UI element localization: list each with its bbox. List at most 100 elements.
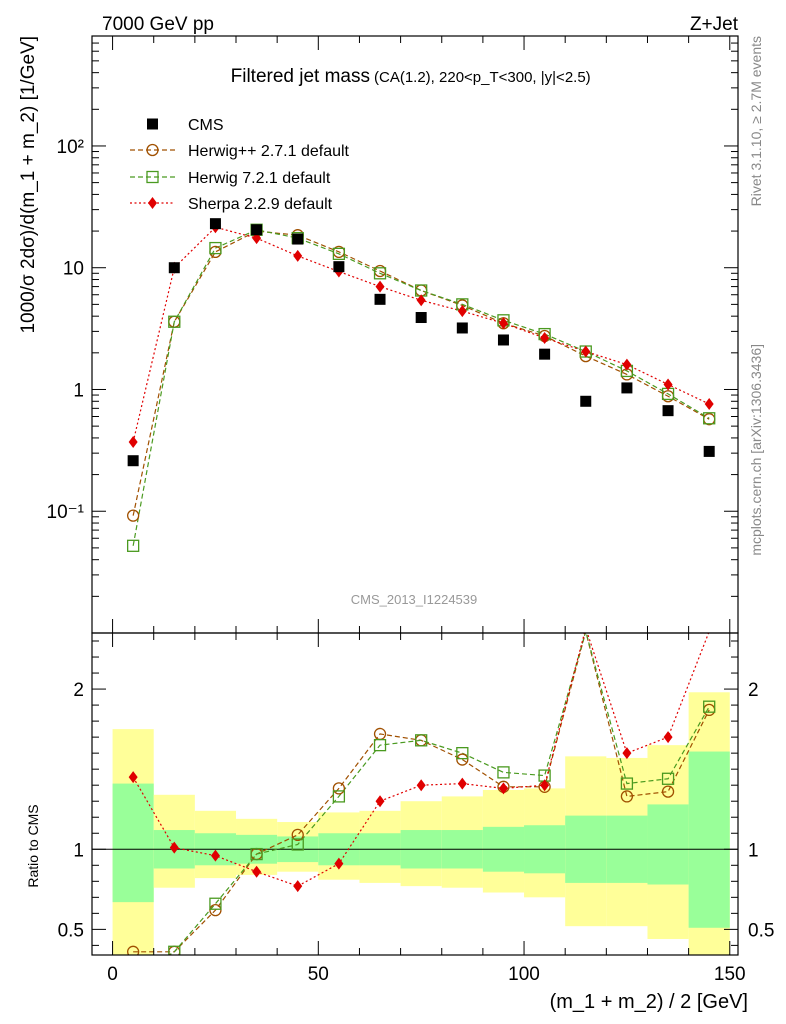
ratio-tick-label-right: 2 xyxy=(748,680,759,701)
data-point-herwig-7-2-1-default xyxy=(703,412,716,425)
ratio-tick-label: 0.5 xyxy=(58,920,84,941)
ratio-point-herwig-2-7-1-default xyxy=(126,945,140,955)
energy-label: 7000 GeV pp xyxy=(102,14,214,35)
legend-marker-sherpa-2-2-9-default xyxy=(148,197,157,209)
y-tick-label: 10² xyxy=(57,137,84,158)
data-point-cms xyxy=(580,395,592,407)
data-point-cms xyxy=(333,261,345,273)
data-point-sherpa-2-2-9-default xyxy=(540,331,550,344)
data-point-sherpa-2-2-9-default xyxy=(416,294,426,307)
data-point-cms xyxy=(497,334,509,346)
data-point-herwig-7-2-1-default xyxy=(168,315,181,328)
chart-cuts: (CA(1.2), 220<p_T<300, |y|<2.5) xyxy=(374,69,591,86)
chart-title: Filtered jet mass xyxy=(231,66,370,87)
data-point-sherpa-2-2-9-default xyxy=(663,378,673,391)
ratio-point-herwig-2-7-1-default xyxy=(209,903,222,917)
ratio-point-sherpa-2-2-9-default xyxy=(293,880,303,893)
data-point-sherpa-2-2-9-default xyxy=(457,305,467,318)
x-tick-label: 50 xyxy=(308,964,329,985)
data-point-cms xyxy=(168,262,180,274)
ratio-point-herwig-7-2-1-default xyxy=(415,734,428,747)
ratio-point-herwig-7-2-1-default xyxy=(168,945,181,955)
legend-label-herwig-2-7-1-default: Herwig++ 2.7.1 default xyxy=(188,143,350,160)
series-line-herwig-7-2-1-default xyxy=(132,229,710,546)
data-point-cms xyxy=(662,405,674,417)
legend-label-cms: CMS xyxy=(188,117,224,134)
ratio-tick-label-right: 0.5 xyxy=(748,920,774,941)
ratio-point-herwig-7-2-1-default xyxy=(291,838,304,851)
ratio-band-green xyxy=(647,804,689,885)
y-tick-label: 10 xyxy=(63,259,84,280)
legend-marker-herwig-2-7-1-default xyxy=(146,143,159,157)
process-label: Z+Jet xyxy=(690,14,739,35)
data-point-cms xyxy=(621,382,633,394)
ratio-point-herwig-7-2-1-default xyxy=(703,700,716,713)
ratio-tick-label: 1 xyxy=(73,840,84,861)
ratio-point-sherpa-2-2-9-default xyxy=(128,771,138,784)
ratio-point-herwig-7-2-1-default xyxy=(497,766,510,779)
ratio-point-sherpa-2-2-9-default xyxy=(375,795,385,808)
data-point-cms xyxy=(209,218,221,230)
data-point-cms xyxy=(127,455,139,467)
y-axis-label: 1000/σ 2dσ)/d(m_1 + m_2) [1/GeV] xyxy=(18,36,39,334)
ratio-point-herwig-7-2-1-default xyxy=(661,772,675,785)
data-point-sherpa-2-2-9-default xyxy=(375,280,385,293)
ratio-tick-label: 2 xyxy=(73,680,84,701)
ratio-band-green xyxy=(688,751,730,928)
data-point-sherpa-2-2-9-default xyxy=(293,249,303,262)
ratio-point-herwig-7-2-1-default xyxy=(250,847,263,861)
data-point-cms xyxy=(292,233,304,245)
ratio-tick-label-right: 1 xyxy=(748,840,759,861)
ratio-point-sherpa-2-2-9-default xyxy=(416,779,426,792)
ratio-lines xyxy=(132,633,710,955)
legend-marker-herwig-7-2-1-default xyxy=(146,170,159,184)
ratio-point-herwig-2-7-1-default xyxy=(620,790,634,803)
rivet-label: Rivet 3.1.10, ≥ 2.7M events xyxy=(748,36,764,206)
ratio-point-sherpa-2-2-9-default xyxy=(540,779,550,792)
analysis-label: CMS_2013_I1224539 xyxy=(351,592,478,607)
ratio-point-herwig-2-7-1-default xyxy=(332,782,346,795)
data-point-cms xyxy=(251,224,263,236)
ratio-point-sherpa-2-2-9-default xyxy=(663,731,673,744)
y-tick-label: 1 xyxy=(73,380,84,401)
ratio-point-sherpa-2-2-9-default xyxy=(252,865,262,878)
data-point-cms xyxy=(415,312,427,324)
data-point-herwig-2-7-1-default xyxy=(126,509,140,522)
data-point-sherpa-2-2-9-default xyxy=(498,317,508,330)
series-line-herwig-2-7-1-default xyxy=(132,230,710,516)
data-point-cms xyxy=(703,445,715,457)
ratio-line-herwig-7-2-1-default xyxy=(168,633,710,955)
x-tick-label: 100 xyxy=(508,964,540,985)
ratio-point-herwig-7-2-1-default xyxy=(373,738,387,752)
main-marks xyxy=(126,218,716,552)
ratio-point-sherpa-2-2-9-default xyxy=(498,782,508,795)
data-point-herwig-7-2-1-default xyxy=(332,247,346,260)
ratio-point-sherpa-2-2-9-default xyxy=(457,777,467,790)
ratio-point-sherpa-2-2-9-default xyxy=(622,747,632,760)
ratio-frame xyxy=(91,632,739,956)
ratio-point-herwig-2-7-1-default xyxy=(291,828,304,842)
legend-marker-cms xyxy=(147,118,158,130)
x-tick-label: 150 xyxy=(714,964,746,985)
ratio-axis-label: Ratio to CMS xyxy=(25,804,41,887)
data-point-sherpa-2-2-9-default xyxy=(128,436,138,449)
source-label: mcplots.cern.ch [arXiv:1306.3436] xyxy=(748,344,764,556)
data-point-sherpa-2-2-9-default xyxy=(704,397,714,410)
ratio-point-herwig-2-7-1-default xyxy=(456,753,469,766)
data-point-cms xyxy=(456,322,468,334)
ratio-point-herwig-2-7-1-default xyxy=(661,785,675,798)
x-axis-label: (m_1 + m_2) / 2 [GeV] xyxy=(550,991,748,1013)
legend-label-sherpa-2-2-9-default: Sherpa 2.2.9 default xyxy=(188,196,333,213)
data-point-herwig-7-2-1-default xyxy=(373,267,387,280)
data-point-sherpa-2-2-9-default xyxy=(622,358,632,371)
data-point-cms xyxy=(539,348,551,360)
data-point-sherpa-2-2-9-default xyxy=(581,345,591,358)
ratio-point-herwig-7-2-1-default xyxy=(456,746,469,760)
data-point-cms xyxy=(374,293,386,305)
ratio-point-herwig-7-2-1-default xyxy=(209,897,222,910)
series-line-sherpa-2-2-9-default xyxy=(132,226,710,443)
ratio-point-sherpa-2-2-9-default xyxy=(169,841,179,854)
legend-label-herwig-7-2-1-default: Herwig 7.2.1 default xyxy=(188,170,331,187)
x-tick-label: 0 xyxy=(107,964,118,985)
